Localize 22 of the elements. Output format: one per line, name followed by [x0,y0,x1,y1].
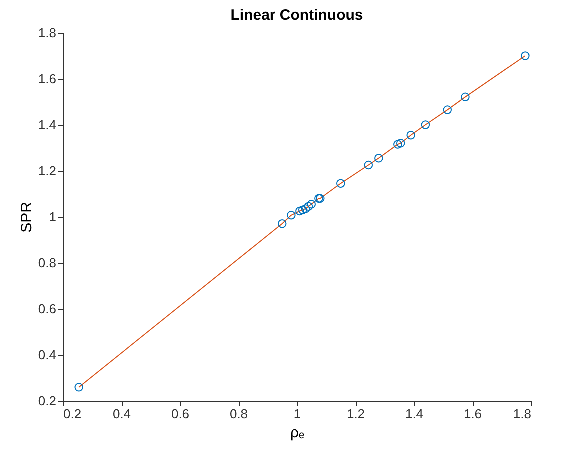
y-tick-label: 1.4 [38,118,56,132]
y-tick-label: 1 [49,210,56,224]
x-tick-label: 1.8 [513,406,532,422]
y-tick-label: 1.6 [38,72,56,86]
x-tick-label: 0.4 [112,406,132,422]
line-series [78,56,526,388]
y-tick-label: 1.2 [38,164,56,178]
x-axis-title: ρₑ [290,424,305,442]
y-tick-label: 0.2 [38,394,56,408]
y-axis-title: SPR [18,202,36,233]
y-tick-label: 0.4 [38,348,56,362]
x-tick-label: 1.4 [405,406,424,422]
chart-title: Linear Continuous [230,7,364,24]
x-tick-label: 1.2 [346,406,366,422]
x-tick-label: 1 [294,406,302,422]
y-tick-label: 1.8 [38,26,56,40]
x-tick-label: 0.8 [230,406,248,422]
x-tick-label: 1.6 [464,406,482,422]
x-tick-label: 0.2 [64,406,82,422]
y-tick-label: 0.6 [38,302,56,316]
x-tick-label: 0.6 [171,406,190,422]
y-tick-label: 0.8 [38,256,56,270]
